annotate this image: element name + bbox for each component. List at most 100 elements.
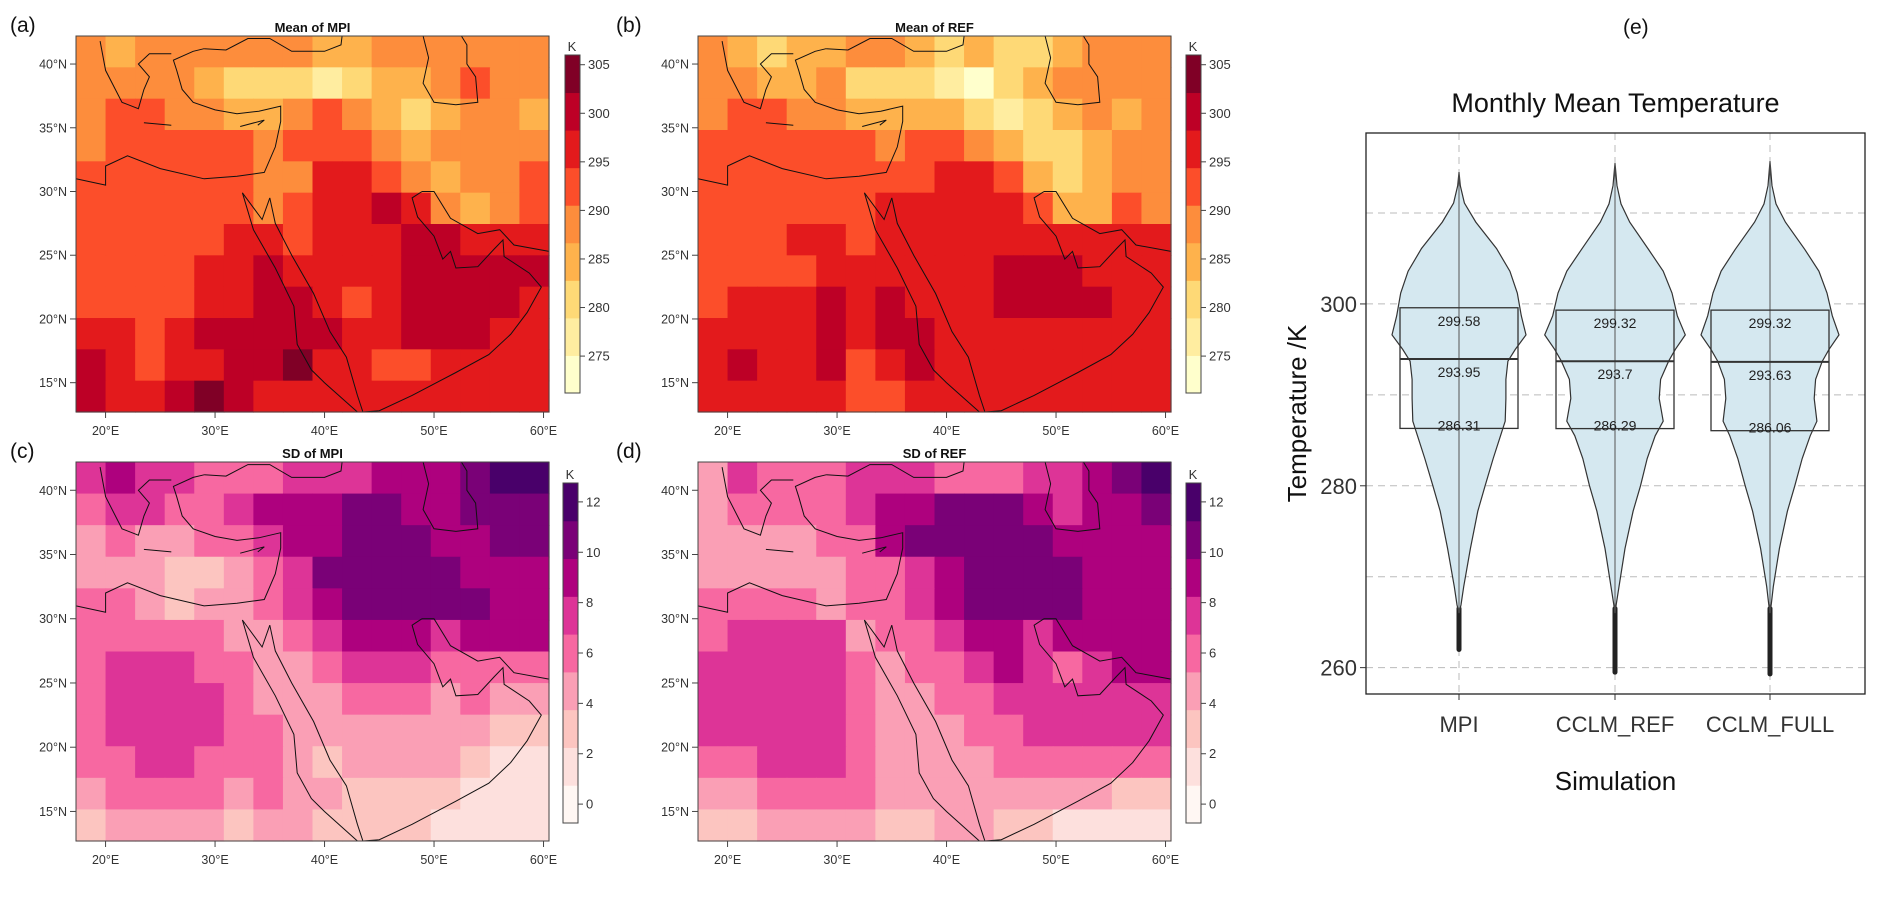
heatmap-cell (430, 493, 461, 526)
lon-tick-label: 40°E (933, 424, 960, 438)
coastline (422, 191, 550, 252)
coastline (826, 35, 965, 52)
heatmap-cell (164, 192, 195, 225)
heatmap-cell (430, 746, 461, 779)
colorbar-band (565, 355, 580, 394)
heatmap-cell (904, 619, 936, 653)
heatmap-cell (282, 556, 314, 589)
heatmap-cell (194, 380, 225, 413)
heatmap-cell (76, 714, 107, 747)
heatmap-cell (993, 746, 1024, 779)
heatmap-cell (223, 130, 254, 162)
heatmap-cell (164, 161, 195, 194)
lon-tick-label: 60°E (1152, 424, 1179, 438)
colorbar-unit: K (1189, 467, 1198, 482)
heatmap-cell (875, 255, 906, 288)
heatmap-cell (845, 67, 876, 100)
heatmap-cell (964, 161, 995, 194)
heatmap-cell (342, 683, 373, 716)
heatmap-cell (993, 36, 1024, 68)
heatmap-cell (1052, 192, 1083, 225)
heatmap-cell (845, 683, 876, 716)
heatmap-cell (1082, 714, 1113, 747)
coastline (269, 197, 364, 413)
heatmap-cell (1141, 588, 1172, 621)
heatmap-cell (875, 809, 906, 842)
heatmap-cell (135, 809, 166, 842)
heatmap-cell (1141, 255, 1172, 288)
heatmap-cell (135, 588, 166, 621)
heatmap-cell (875, 619, 906, 653)
heatmap-cell (342, 714, 373, 747)
heatmap-cell (460, 224, 491, 256)
heatmap-cell (312, 349, 343, 382)
heatmap-cell (194, 318, 225, 350)
heatmap-cell (1111, 98, 1143, 131)
lon-tick-label: 30°E (201, 424, 228, 438)
heatmap-cell (1141, 777, 1172, 811)
heatmap-cell (164, 746, 195, 779)
colorbar: K 305 300 295 290 285 280 275 (564, 39, 610, 394)
heatmap-cell (964, 349, 995, 382)
heatmap-cell (757, 683, 788, 716)
heatmap-cell (164, 714, 195, 747)
heatmap-cell (282, 493, 314, 526)
lon-tick-label: 50°E (420, 853, 447, 867)
heatmap-cell (1052, 161, 1083, 194)
heatmap-cell (904, 683, 936, 716)
heatmap-cell (460, 746, 491, 779)
heatmap-cell (1023, 36, 1054, 68)
heatmap-cell (430, 777, 461, 811)
heatmap-cell (519, 349, 550, 382)
lon-tick-label: 20°E (714, 853, 741, 867)
heatmap-cell (105, 619, 136, 653)
heatmap-cells (76, 36, 550, 413)
heatmap-cell (698, 809, 729, 842)
heatmap-cell (875, 380, 906, 413)
heatmap-cell (135, 318, 166, 350)
heatmap-cell (698, 286, 729, 319)
colorbar-band (563, 596, 578, 635)
heatmap-cell (1082, 318, 1113, 350)
heatmap-cell (105, 380, 136, 413)
heatmap-cell (964, 525, 995, 558)
heatmap-cell (1111, 746, 1143, 779)
heatmap-cell (727, 619, 758, 653)
heatmap-cell (875, 556, 906, 589)
colorbar-frame (1185, 54, 1202, 394)
lon-tick-label: 50°E (1042, 424, 1069, 438)
heatmap-cell (105, 809, 136, 842)
heatmap-cell (253, 36, 284, 68)
heatmap-cell (1023, 777, 1054, 811)
heatmap-cell (845, 777, 876, 811)
heatmap-cell (135, 380, 166, 413)
heatmap-cell (845, 318, 876, 350)
heatmap-cell (727, 809, 758, 842)
heatmap-cell (875, 746, 906, 779)
heatmap-cell (489, 651, 521, 684)
heatmap-cell (105, 683, 136, 716)
colorbar-tick-label: 280 (588, 300, 610, 315)
heatmap-cell (489, 286, 521, 319)
heatmap-cell (845, 809, 876, 842)
heatmap-cell (698, 588, 729, 621)
heatmap-cell (489, 130, 521, 162)
heatmap-cell (1111, 683, 1143, 716)
heatmap-cell (312, 318, 343, 350)
colorbar-band (563, 747, 578, 786)
coastline (241, 619, 271, 649)
heatmap-cell (1052, 349, 1083, 382)
heatmap-cell (223, 36, 254, 68)
heatmap-cell (727, 224, 758, 256)
heatmap-cell (1023, 286, 1054, 319)
heatmap-cell (757, 380, 788, 413)
coastline (863, 192, 893, 221)
heatmap-cell (1111, 349, 1143, 382)
heatmap-cell (816, 683, 847, 716)
heatmap-cell (194, 619, 225, 653)
heatmap-cell (460, 318, 491, 350)
heatmap-cell (105, 462, 136, 495)
heatmap-cell (1111, 192, 1143, 225)
heatmap-cell (282, 380, 314, 413)
heatmap-cell (312, 777, 343, 811)
